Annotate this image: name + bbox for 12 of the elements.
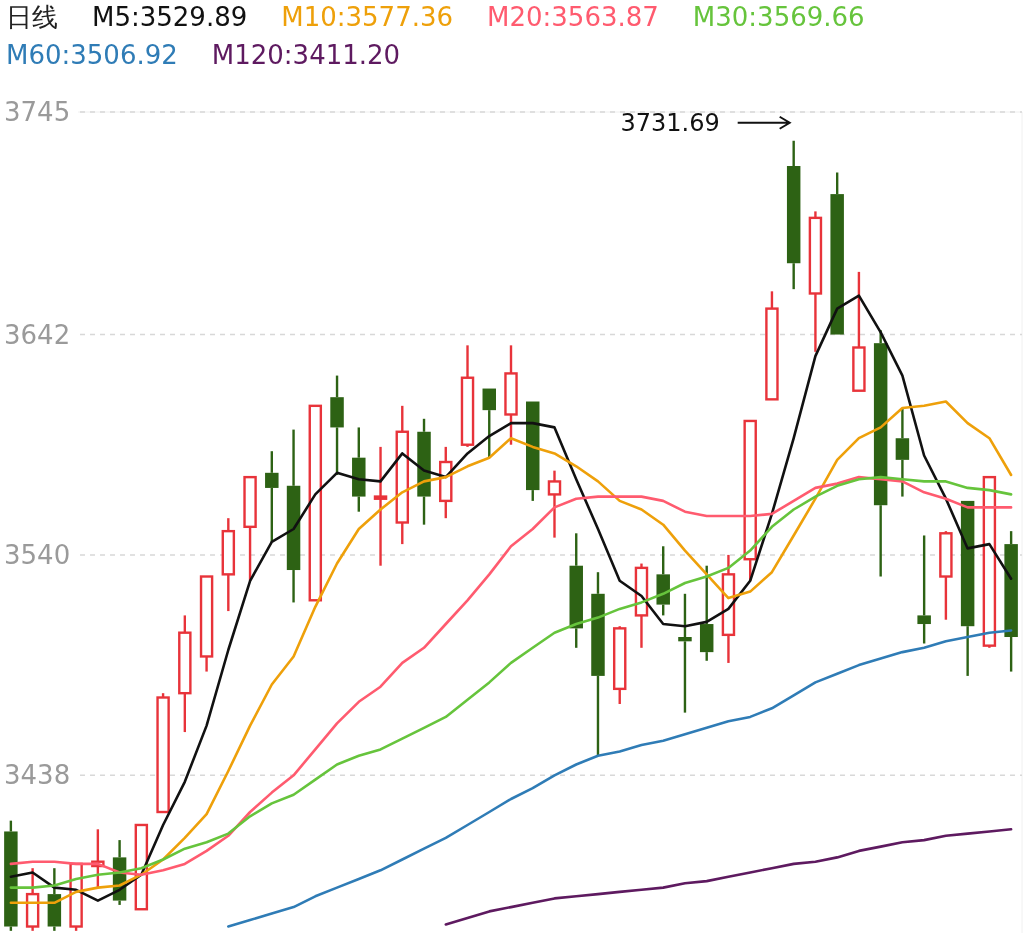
annotation: 3731.69 bbox=[620, 108, 720, 137]
text: M30:3569.66 bbox=[692, 2, 865, 32]
y-tick-label: 3745 bbox=[4, 97, 71, 127]
y-tick-label: 3642 bbox=[4, 319, 71, 350]
text: M10:3577.36 bbox=[281, 2, 454, 32]
text: M60:3506.92 bbox=[6, 40, 178, 70]
text: M20:3563.87 bbox=[487, 2, 659, 32]
text: M5:3529.89 bbox=[92, 2, 248, 32]
y-tick-label: 3540 bbox=[4, 539, 71, 570]
text: M120:3411.20 bbox=[211, 40, 401, 70]
chart-title: 日线 bbox=[6, 2, 58, 32]
y-tick-label: 3438 bbox=[4, 760, 71, 791]
